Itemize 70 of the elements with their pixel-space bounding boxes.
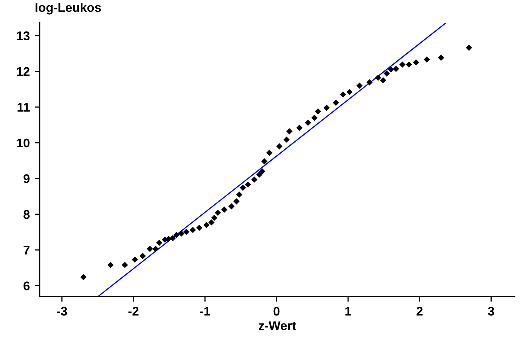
point — [406, 62, 412, 68]
point — [221, 206, 228, 213]
point — [356, 82, 363, 89]
x-tick-label: 2 — [416, 307, 423, 316]
point — [256, 172, 263, 178]
point — [424, 56, 430, 63]
point — [108, 262, 114, 268]
y-tick-label: 13 — [17, 32, 30, 41]
point — [346, 89, 353, 96]
point — [211, 214, 218, 222]
point — [388, 66, 394, 73]
point — [305, 120, 312, 126]
point — [296, 124, 303, 132]
point — [190, 227, 196, 234]
point — [170, 235, 176, 242]
x-tick-label: -2 — [128, 307, 139, 316]
point — [152, 246, 159, 252]
point — [375, 74, 382, 82]
y-tick-label: 6 — [24, 282, 30, 291]
point — [245, 182, 252, 188]
point — [234, 198, 240, 205]
y-axis-title: log-Leukos — [36, 3, 102, 15]
point — [140, 253, 146, 260]
point — [413, 60, 420, 66]
y-tick-label: 12 — [17, 67, 30, 76]
point — [156, 240, 163, 246]
point — [284, 136, 290, 143]
point — [208, 220, 215, 226]
point — [466, 44, 472, 52]
point — [393, 66, 400, 72]
x-tick-label: 3 — [488, 307, 494, 316]
point — [286, 128, 293, 135]
point — [174, 232, 180, 238]
x-tick-label: 0 — [274, 307, 280, 316]
point — [204, 222, 210, 228]
point — [340, 92, 346, 98]
point — [312, 114, 318, 122]
point — [184, 228, 190, 236]
point — [215, 210, 222, 216]
point — [333, 100, 340, 106]
point — [266, 150, 273, 156]
point — [236, 192, 243, 198]
point — [147, 246, 154, 252]
point — [276, 144, 283, 150]
y-tick-label: 10 — [17, 138, 30, 148]
point — [366, 80, 373, 86]
y-tick-label: 8 — [24, 210, 30, 220]
point — [324, 104, 330, 112]
point — [80, 274, 87, 280]
point — [178, 230, 185, 237]
x-tick-label: -1 — [200, 307, 210, 316]
point — [252, 176, 258, 183]
point — [196, 224, 203, 232]
point — [122, 262, 128, 268]
y-tick-label: 9 — [24, 174, 30, 184]
point — [262, 158, 268, 165]
point — [240, 184, 246, 192]
x-axis-title: z-Wert — [259, 322, 296, 330]
point — [380, 77, 386, 84]
point — [259, 168, 266, 175]
point — [384, 70, 390, 77]
y-tick-label: 11 — [18, 103, 30, 112]
point — [132, 256, 138, 263]
y-tick-label: 7 — [24, 246, 30, 255]
point — [400, 62, 406, 68]
point — [315, 108, 322, 115]
x-tick-label: 1 — [346, 307, 352, 316]
point — [438, 54, 444, 62]
x-tick-label: -3 — [57, 307, 68, 316]
point — [228, 204, 235, 210]
